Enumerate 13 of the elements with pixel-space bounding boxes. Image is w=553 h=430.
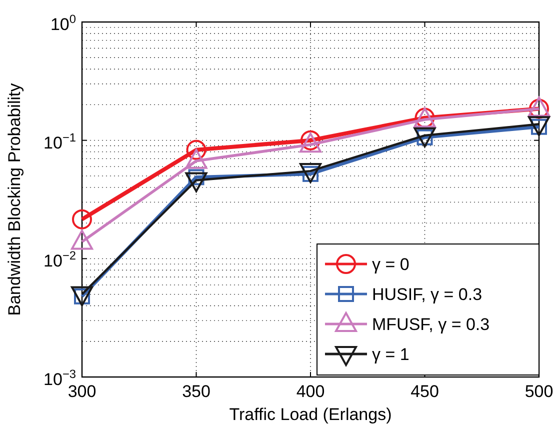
- legend-label: γ = 1: [372, 345, 410, 364]
- y-tick-label: 10$^{−2}$: [44, 248, 76, 271]
- x-axis-title: Traffic Load (Erlangs): [229, 405, 392, 424]
- legend-label: HUSIF, γ = 0.3: [372, 285, 482, 304]
- legend-label: MFUSF, γ = 0.3: [372, 315, 490, 334]
- x-tick-label: 350: [182, 382, 210, 401]
- x-tick-label: 450: [410, 382, 439, 401]
- y-tick-label: 10$^{−1}$: [44, 130, 76, 152]
- x-tick-label: 400: [296, 382, 325, 401]
- x-tick-label: 500: [524, 382, 553, 401]
- y-axis-title: Bandwidth Blocking Probability: [5, 82, 24, 316]
- legend-label: γ = 0: [372, 255, 410, 274]
- y-tick-label: 10$^{0}$: [50, 12, 76, 34]
